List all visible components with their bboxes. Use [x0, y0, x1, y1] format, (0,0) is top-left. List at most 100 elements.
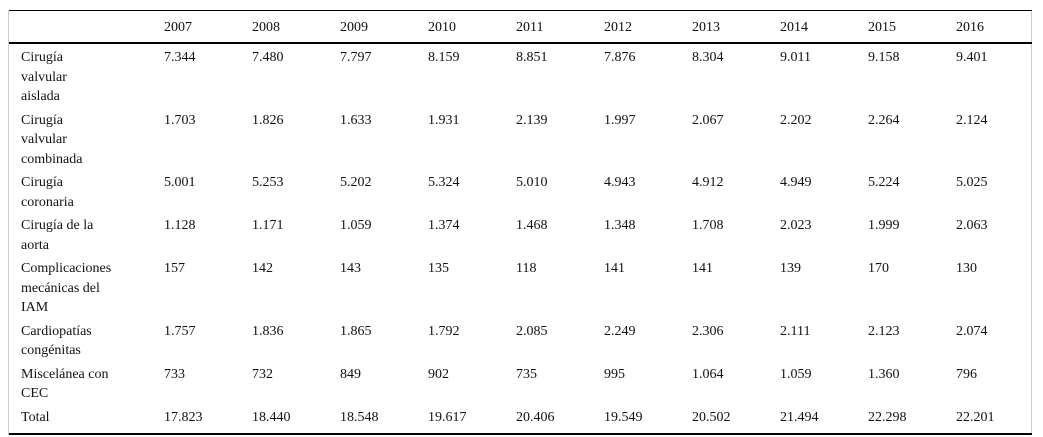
- data-cell: 5.010: [516, 175, 548, 190]
- data-cell: 1.703: [164, 112, 196, 128]
- data-cell: 732: [252, 366, 273, 382]
- data-cell: 8.851: [516, 50, 548, 65]
- data-cell: 2.306: [692, 323, 724, 339]
- data-cell: 735: [516, 366, 537, 382]
- data-cell: 1.836: [252, 323, 284, 339]
- table-frame: 2007 2008 2009 2010 2011 2012 2013 2014 2015 2016…: [8, 10, 1032, 435]
- data-cell: 2.063: [956, 218, 988, 233]
- data-cell: 157: [164, 261, 185, 276]
- data-cell: 2.074: [956, 323, 988, 339]
- data-cell: 2.123: [868, 323, 900, 339]
- year-header: 2009: [340, 20, 368, 35]
- data-cell: 1.999: [868, 218, 900, 233]
- data-cell: 17.823: [164, 409, 203, 425]
- data-cell: 2.085: [516, 323, 548, 339]
- data-cell: 1.171: [252, 218, 284, 233]
- data-cell: 18.440: [252, 409, 291, 425]
- data-cell: 902: [428, 366, 449, 382]
- data-cell: 22.201: [956, 409, 995, 425]
- data-cell: 2.023: [780, 218, 812, 233]
- data-cell: 5.253: [252, 175, 284, 190]
- data-cell: 1.633: [340, 112, 372, 128]
- data-cell: 18.548: [340, 409, 379, 425]
- data-cell: 8.304: [692, 50, 724, 65]
- data-cell: 849: [340, 366, 361, 382]
- data-cell: 170: [868, 261, 889, 276]
- row-label: Cirugía valvular aislada: [21, 50, 67, 104]
- table-row: Cirugía de la aorta 1.128 1.171 1.059 1.374 1…: [9, 212, 1032, 255]
- year-header: 2010: [428, 20, 456, 35]
- data-cell: 1.997: [604, 112, 636, 128]
- header-row: 2007 2008 2009 2010 2011 2012 2013 2014 2015 2016: [9, 10, 1032, 44]
- data-cell: 2.139: [516, 112, 548, 128]
- data-cell: 7.344: [164, 50, 196, 65]
- data-cell: 2.111: [780, 323, 811, 339]
- data-cell: 2.249: [604, 323, 636, 339]
- data-cell: 1.059: [780, 366, 812, 382]
- row-label: Miscelánea con CEC: [21, 366, 109, 402]
- year-header: 2012: [604, 20, 632, 35]
- year-header: 2014: [780, 20, 808, 35]
- year-header: 2008: [252, 20, 280, 35]
- data-cell: 1.360: [868, 366, 900, 382]
- data-cell: 2.264: [868, 112, 900, 128]
- data-cell: 5.001: [164, 175, 196, 190]
- data-cell: 1.931: [428, 112, 460, 128]
- table-row: Cirugía valvular combinada 1.703 1.826 1.63…: [9, 107, 1032, 170]
- data-cell: 1.826: [252, 112, 284, 128]
- table-row: Complicaciones mecánicas del IAM 157 142 14…: [9, 255, 1032, 318]
- data-cell: 19.617: [428, 409, 467, 425]
- data-cell: 1.792: [428, 323, 460, 339]
- table-row: Miscelánea con CEC 733 732 849 902 735 995 1.06…: [9, 361, 1032, 404]
- data-cell: 1.348: [604, 218, 636, 233]
- data-cell: 118: [516, 261, 537, 276]
- data-cell: 5.025: [956, 175, 988, 190]
- row-label: Total: [21, 409, 50, 425]
- data-cell: 130: [956, 261, 977, 276]
- data-cell: 21.494: [780, 409, 819, 425]
- row-label: Cirugía coronaria: [21, 175, 74, 210]
- data-cell: 5.224: [868, 175, 900, 190]
- year-header: 2013: [692, 20, 720, 35]
- data-cell: 1.757: [164, 323, 196, 339]
- data-cell: 1.708: [692, 218, 724, 233]
- data-cell: 8.159: [428, 50, 460, 65]
- data-cell: 733: [164, 366, 185, 382]
- row-label: Cirugía de la aorta: [21, 218, 94, 253]
- data-cell: 5.324: [428, 175, 460, 190]
- data-cell: 9.011: [780, 50, 811, 65]
- corner-cell: [9, 11, 164, 44]
- data-cell: 19.549: [604, 409, 643, 425]
- table-body: Cirugía valvular aislada 7.344 7.480 7.797 8…: [9, 43, 1032, 434]
- data-table: 2007 2008 2009 2010 2011 2012 2013 2014 2015 2016…: [9, 10, 1032, 435]
- data-cell: 4.943: [604, 175, 636, 190]
- data-cell: 139: [780, 261, 801, 276]
- table-row: Cirugía valvular aislada 7.344 7.480 7.797 8…: [9, 43, 1032, 107]
- data-cell: 2.124: [956, 112, 988, 128]
- year-header: 2016: [956, 20, 984, 35]
- data-cell: 1.128: [164, 218, 196, 233]
- data-cell: 143: [340, 261, 361, 276]
- table-row: Cardiopatías congénitas 1.757 1.836 1.865 1.…: [9, 318, 1032, 361]
- row-label: Cirugía valvular combinada: [21, 112, 83, 167]
- data-cell: 141: [604, 261, 625, 276]
- year-header: 2015: [868, 20, 896, 35]
- data-cell: 9.401: [956, 50, 988, 65]
- data-cell: 1.059: [340, 218, 372, 233]
- data-cell: 7.876: [604, 50, 636, 65]
- row-label: Complicaciones mecánicas del IAM: [21, 261, 112, 315]
- data-cell: 995: [604, 366, 625, 382]
- data-cell: 20.502: [692, 409, 731, 425]
- row-label: Cardiopatías congénitas: [21, 323, 92, 359]
- data-cell: 1.865: [340, 323, 372, 339]
- data-cell: 20.406: [516, 409, 555, 425]
- table-row: Cirugía coronaria 5.001 5.253 5.202 5.324 5.0…: [9, 169, 1032, 212]
- data-cell: 22.298: [868, 409, 907, 425]
- table-row: Total 17.823 18.440 18.548 19.617 20.406 19.54…: [9, 404, 1032, 435]
- year-header: 2011: [516, 20, 544, 35]
- data-cell: 4.912: [692, 175, 724, 190]
- data-cell: 7.480: [252, 50, 284, 65]
- data-cell: 2.067: [692, 112, 724, 128]
- data-cell: 9.158: [868, 50, 900, 65]
